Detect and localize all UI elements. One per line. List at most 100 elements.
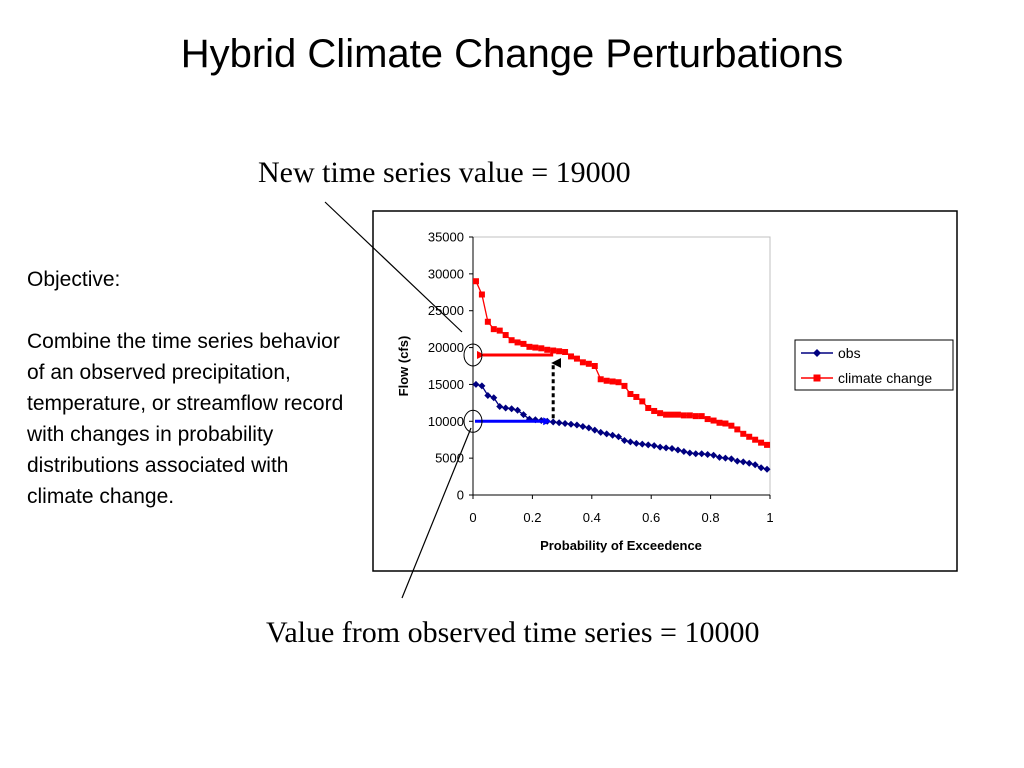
slide-title: Hybrid Climate Change Perturbations (180, 32, 844, 76)
climate-change-point (585, 360, 592, 367)
obs-point (733, 457, 741, 465)
y-tick-label: 10000 (428, 414, 464, 429)
climate-change-point (686, 412, 693, 419)
climate-change-point (573, 355, 580, 362)
climate-change-point (579, 359, 586, 366)
climate-change-point (490, 326, 497, 333)
x-tick-label: 0.2 (523, 510, 541, 525)
legend-obs-marker (813, 349, 821, 357)
y-tick-label: 0 (457, 488, 464, 503)
climate-change-point (764, 441, 771, 448)
obs-point (656, 443, 664, 451)
obs-point (597, 428, 605, 436)
climate-change-point (514, 339, 521, 346)
climate-change-point (591, 363, 598, 369)
obs-point (686, 449, 694, 457)
climate-change-point (603, 377, 610, 384)
y-tick-label: 30000 (428, 266, 464, 281)
climate-change-point (716, 419, 723, 426)
x-tick-label: 0.6 (642, 510, 660, 525)
climate-change-point (532, 344, 539, 351)
climate-change-point (615, 379, 622, 386)
obs-point (609, 431, 617, 439)
legend-climate-label: climate change (838, 370, 932, 386)
obs-point (579, 422, 587, 430)
obs-point (650, 442, 658, 450)
climate-change-point (728, 422, 735, 429)
obs-point (573, 421, 581, 429)
pointer-line-top (324, 201, 463, 333)
x-tick-label: 0 (469, 510, 476, 525)
climate-change-point (663, 411, 670, 418)
objective-text: Combine the time series behavior of an o… (27, 330, 344, 508)
observed-value-circle (463, 409, 483, 433)
climate-change-point (556, 348, 563, 355)
climate-change-point (544, 346, 551, 353)
y-tick-label: 25000 (428, 303, 464, 318)
axes: 0 5000 10000 15000 20000 25000 30000 35000 0 0.2 0… (428, 230, 774, 526)
climate-change-point (502, 332, 509, 339)
climate-change-point (758, 439, 765, 446)
obs-point (674, 446, 682, 454)
obs-point (519, 411, 527, 419)
obs-point (692, 450, 700, 458)
climate-change-point (478, 291, 485, 298)
x-tick-label: 0.4 (583, 510, 601, 525)
climate-change-point (621, 382, 628, 389)
climate-change-point (704, 416, 711, 423)
obs-point (484, 391, 492, 399)
obs-point (632, 439, 640, 447)
callout-observed-value: Value from observed time series = 10000 (266, 616, 760, 649)
obs-point (502, 404, 510, 412)
obs-point (721, 454, 729, 462)
obs-point (555, 419, 563, 427)
obs-point (739, 458, 747, 466)
obs-point (704, 450, 712, 458)
obs-point (508, 405, 516, 413)
legend-climate-marker (813, 374, 821, 382)
climate-change-point (526, 343, 533, 350)
climate-change-point (550, 347, 557, 354)
climate-change-point (633, 393, 640, 400)
climate-change-point (651, 407, 658, 414)
climate-change-point (496, 327, 503, 334)
obs-point (710, 451, 718, 459)
x-tick-label: 0.8 (702, 510, 720, 525)
y-axis-label: Flow (cfs) (396, 336, 411, 397)
plot-area (472, 236, 771, 496)
obs-point (620, 436, 628, 444)
obs-point (490, 394, 498, 402)
obs-point (615, 433, 623, 441)
climate-change-point (692, 413, 699, 420)
obs-point (662, 444, 670, 452)
obs-point (514, 406, 522, 414)
climate-change-point (645, 405, 652, 412)
obs-point (496, 403, 504, 411)
legend (794, 339, 954, 391)
climate-change-point (508, 337, 515, 344)
obs-point (644, 441, 652, 449)
obs-point (561, 419, 569, 427)
obs-point (716, 453, 724, 461)
climate-change-point (657, 410, 664, 417)
obs-point (751, 461, 759, 469)
climate-change-point (627, 391, 634, 398)
climate-change-point (597, 376, 604, 383)
callout-new-value: New time series value = 19000 (258, 156, 631, 189)
obs-point (698, 450, 706, 458)
obs-point (478, 382, 486, 390)
climate-change-point (740, 430, 747, 437)
climate-change-point (568, 353, 575, 360)
legend-obs-label: obs (838, 345, 861, 361)
climate-change-point (639, 398, 646, 405)
new-value-circle (463, 343, 483, 367)
annotation-layer (463, 343, 562, 433)
obs-point (567, 420, 575, 428)
climate-change-point (609, 378, 616, 385)
y-tick-label: 35000 (428, 230, 464, 245)
climate-change-point (520, 340, 527, 347)
obs-point (603, 430, 611, 438)
obs-point (668, 445, 676, 453)
climate-change-point (752, 436, 759, 443)
